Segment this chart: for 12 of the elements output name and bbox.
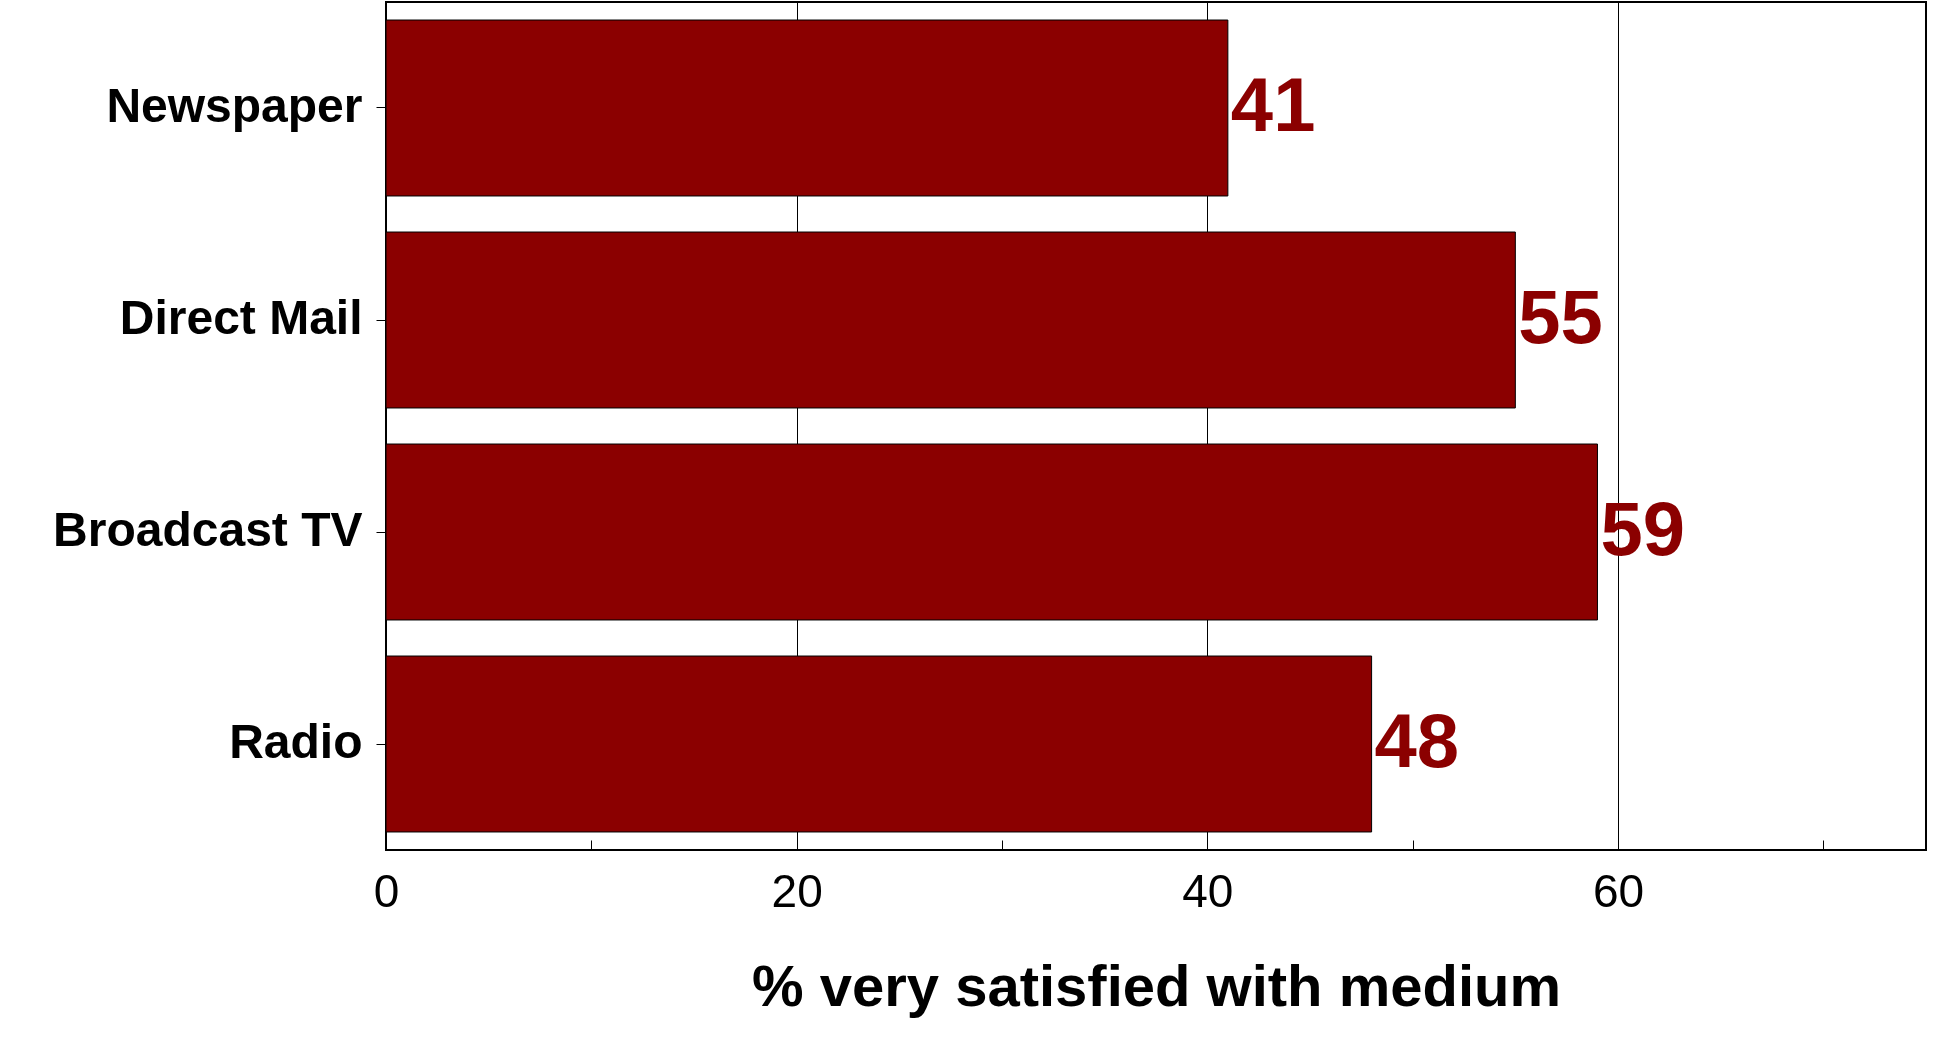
y-tick-label: Broadcast TV	[53, 503, 363, 556]
y-tick-label: Newspaper	[106, 79, 363, 132]
y-tick-label: Direct Mail	[119, 291, 363, 344]
y-tick-label: Radio	[229, 715, 363, 768]
x-tick-label: 60	[1592, 864, 1645, 917]
x-axis-title: % very satisfied with medium	[751, 952, 1562, 1018]
x-tick-label: 20	[771, 864, 823, 917]
data-label: 41	[1230, 62, 1316, 147]
data-label: 48	[1374, 698, 1460, 783]
x-tick-label: 40	[1182, 864, 1234, 917]
data-label: 55	[1518, 274, 1603, 359]
x-tick-label: 0	[373, 864, 400, 917]
